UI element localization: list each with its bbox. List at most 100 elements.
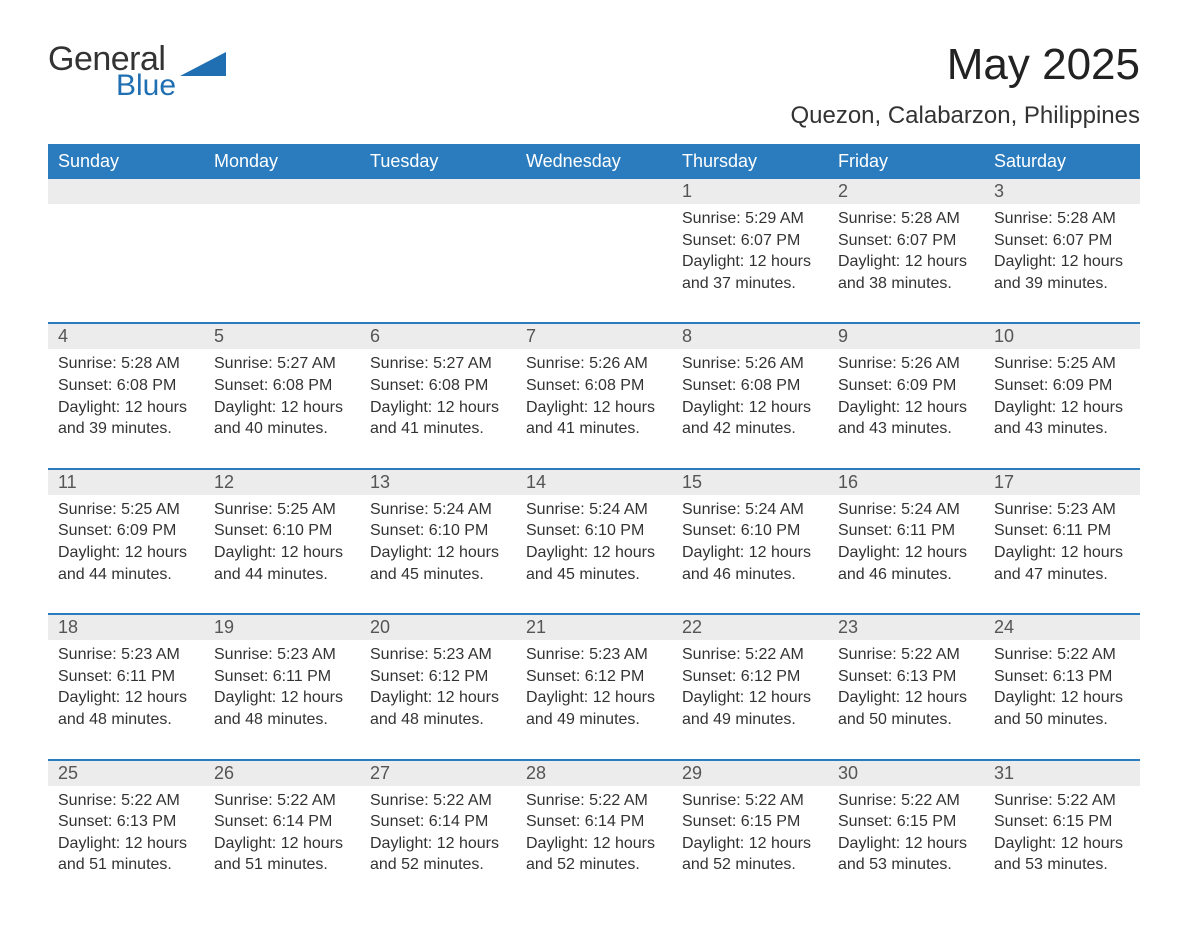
day-info-line: Sunset: 6:08 PM (370, 375, 506, 397)
day-info: Sunrise: 5:26 AMSunset: 6:08 PMDaylight:… (516, 349, 672, 439)
day-number: 22 (672, 615, 828, 640)
day-number: 31 (984, 761, 1140, 786)
logo: General Blue (48, 40, 226, 103)
day-info-line: Sunrise: 5:22 AM (526, 790, 662, 812)
page-subtitle: Quezon, Calabarzon, Philippines (790, 102, 1140, 130)
day-info-line: Sunset: 6:10 PM (370, 520, 506, 542)
day-info-line: Sunset: 6:08 PM (682, 375, 818, 397)
day-info-line: Sunrise: 5:24 AM (526, 499, 662, 521)
day-number: 19 (204, 615, 360, 640)
day-info: Sunrise: 5:29 AMSunset: 6:07 PMDaylight:… (672, 204, 828, 294)
day-info-line: Sunset: 6:11 PM (58, 666, 194, 688)
calendar-cell: 5Sunrise: 5:27 AMSunset: 6:08 PMDaylight… (204, 322, 360, 467)
day-info-line: Sunset: 6:08 PM (58, 375, 194, 397)
day-info-line: and 47 minutes. (994, 564, 1130, 586)
calendar-cell: 8Sunrise: 5:26 AMSunset: 6:08 PMDaylight… (672, 322, 828, 467)
day-info: Sunrise: 5:23 AMSunset: 6:11 PMDaylight:… (48, 640, 204, 730)
day-info-line: and 38 minutes. (838, 273, 974, 295)
day-info-line: Sunrise: 5:22 AM (682, 790, 818, 812)
day-info-line: and 43 minutes. (994, 418, 1130, 440)
day-info-line: Daylight: 12 hours (838, 833, 974, 855)
calendar-cell: 19Sunrise: 5:23 AMSunset: 6:11 PMDayligh… (204, 613, 360, 758)
day-number: 12 (204, 470, 360, 495)
calendar-cell: 26Sunrise: 5:22 AMSunset: 6:14 PMDayligh… (204, 759, 360, 904)
day-info-line: Daylight: 12 hours (214, 542, 350, 564)
calendar-cell: 13Sunrise: 5:24 AMSunset: 6:10 PMDayligh… (360, 468, 516, 613)
day-number: 20 (360, 615, 516, 640)
day-info-line: Sunrise: 5:25 AM (58, 499, 194, 521)
day-info-line: Daylight: 12 hours (994, 251, 1130, 273)
day-info: Sunrise: 5:27 AMSunset: 6:08 PMDaylight:… (204, 349, 360, 439)
page-title: May 2025 (790, 40, 1140, 90)
day-info-line: and 44 minutes. (214, 564, 350, 586)
day-info-line: and 43 minutes. (838, 418, 974, 440)
day-info-line: Sunset: 6:07 PM (994, 230, 1130, 252)
day-number: 6 (360, 324, 516, 349)
day-info-line: Sunset: 6:13 PM (58, 811, 194, 833)
day-info-line: Daylight: 12 hours (526, 833, 662, 855)
day-info-line: Sunset: 6:10 PM (214, 520, 350, 542)
day-info-line: Daylight: 12 hours (58, 687, 194, 709)
calendar-cell: 16Sunrise: 5:24 AMSunset: 6:11 PMDayligh… (828, 468, 984, 613)
day-info-line: Sunrise: 5:23 AM (58, 644, 194, 666)
day-number: 3 (984, 179, 1140, 204)
day-info-line: Sunset: 6:09 PM (994, 375, 1130, 397)
day-info: Sunrise: 5:22 AMSunset: 6:15 PMDaylight:… (984, 786, 1140, 876)
day-info: Sunrise: 5:24 AMSunset: 6:10 PMDaylight:… (516, 495, 672, 585)
day-info: Sunrise: 5:22 AMSunset: 6:13 PMDaylight:… (828, 640, 984, 730)
calendar-cell: 24Sunrise: 5:22 AMSunset: 6:13 PMDayligh… (984, 613, 1140, 758)
day-number-empty (360, 179, 516, 204)
day-info-line: Daylight: 12 hours (58, 833, 194, 855)
calendar-week: 11Sunrise: 5:25 AMSunset: 6:09 PMDayligh… (48, 468, 1140, 613)
day-info-line: Sunset: 6:15 PM (682, 811, 818, 833)
calendar-cell: 25Sunrise: 5:22 AMSunset: 6:13 PMDayligh… (48, 759, 204, 904)
day-info-line: Sunrise: 5:23 AM (526, 644, 662, 666)
day-info: Sunrise: 5:22 AMSunset: 6:12 PMDaylight:… (672, 640, 828, 730)
day-info-line: Daylight: 12 hours (994, 833, 1130, 855)
day-header: Tuesday (360, 144, 516, 179)
day-info-line: and 51 minutes. (214, 854, 350, 876)
day-info-line: Sunset: 6:14 PM (214, 811, 350, 833)
day-info-line: and 42 minutes. (682, 418, 818, 440)
day-info: Sunrise: 5:24 AMSunset: 6:11 PMDaylight:… (828, 495, 984, 585)
day-info: Sunrise: 5:25 AMSunset: 6:10 PMDaylight:… (204, 495, 360, 585)
day-info-line: Sunrise: 5:24 AM (370, 499, 506, 521)
day-info-line: Daylight: 12 hours (526, 687, 662, 709)
day-info-line: Sunset: 6:15 PM (838, 811, 974, 833)
day-info-line: Sunrise: 5:27 AM (214, 353, 350, 375)
calendar-header-row: Sunday Monday Tuesday Wednesday Thursday… (48, 144, 1140, 179)
day-info-line: Daylight: 12 hours (682, 833, 818, 855)
day-info-line: Sunset: 6:14 PM (526, 811, 662, 833)
day-number: 11 (48, 470, 204, 495)
day-info: Sunrise: 5:23 AMSunset: 6:12 PMDaylight:… (360, 640, 516, 730)
day-info-line: and 51 minutes. (58, 854, 194, 876)
day-header: Thursday (672, 144, 828, 179)
day-info-line: Sunset: 6:10 PM (526, 520, 662, 542)
day-info-line: Sunrise: 5:28 AM (994, 208, 1130, 230)
calendar-week: 18Sunrise: 5:23 AMSunset: 6:11 PMDayligh… (48, 613, 1140, 758)
day-info-line: Sunrise: 5:22 AM (682, 644, 818, 666)
logo-text: General Blue (48, 40, 176, 103)
calendar-cell (204, 179, 360, 322)
calendar-cell: 10Sunrise: 5:25 AMSunset: 6:09 PMDayligh… (984, 322, 1140, 467)
day-info: Sunrise: 5:25 AMSunset: 6:09 PMDaylight:… (48, 495, 204, 585)
day-info-line: Sunset: 6:11 PM (214, 666, 350, 688)
day-info: Sunrise: 5:28 AMSunset: 6:08 PMDaylight:… (48, 349, 204, 439)
day-info-line: Sunrise: 5:22 AM (838, 644, 974, 666)
day-info-line: Sunset: 6:14 PM (370, 811, 506, 833)
calendar-cell: 15Sunrise: 5:24 AMSunset: 6:10 PMDayligh… (672, 468, 828, 613)
day-info-line: Sunset: 6:15 PM (994, 811, 1130, 833)
day-info-line: Daylight: 12 hours (214, 397, 350, 419)
day-info: Sunrise: 5:23 AMSunset: 6:11 PMDaylight:… (204, 640, 360, 730)
day-number: 17 (984, 470, 1140, 495)
calendar-cell: 20Sunrise: 5:23 AMSunset: 6:12 PMDayligh… (360, 613, 516, 758)
calendar-week: 25Sunrise: 5:22 AMSunset: 6:13 PMDayligh… (48, 759, 1140, 904)
day-number: 4 (48, 324, 204, 349)
calendar-cell: 21Sunrise: 5:23 AMSunset: 6:12 PMDayligh… (516, 613, 672, 758)
day-info-line: and 48 minutes. (370, 709, 506, 731)
day-number: 26 (204, 761, 360, 786)
day-info-line: Daylight: 12 hours (370, 687, 506, 709)
day-info-line: and 41 minutes. (370, 418, 506, 440)
day-info: Sunrise: 5:22 AMSunset: 6:13 PMDaylight:… (48, 786, 204, 876)
day-info-line: and 50 minutes. (994, 709, 1130, 731)
